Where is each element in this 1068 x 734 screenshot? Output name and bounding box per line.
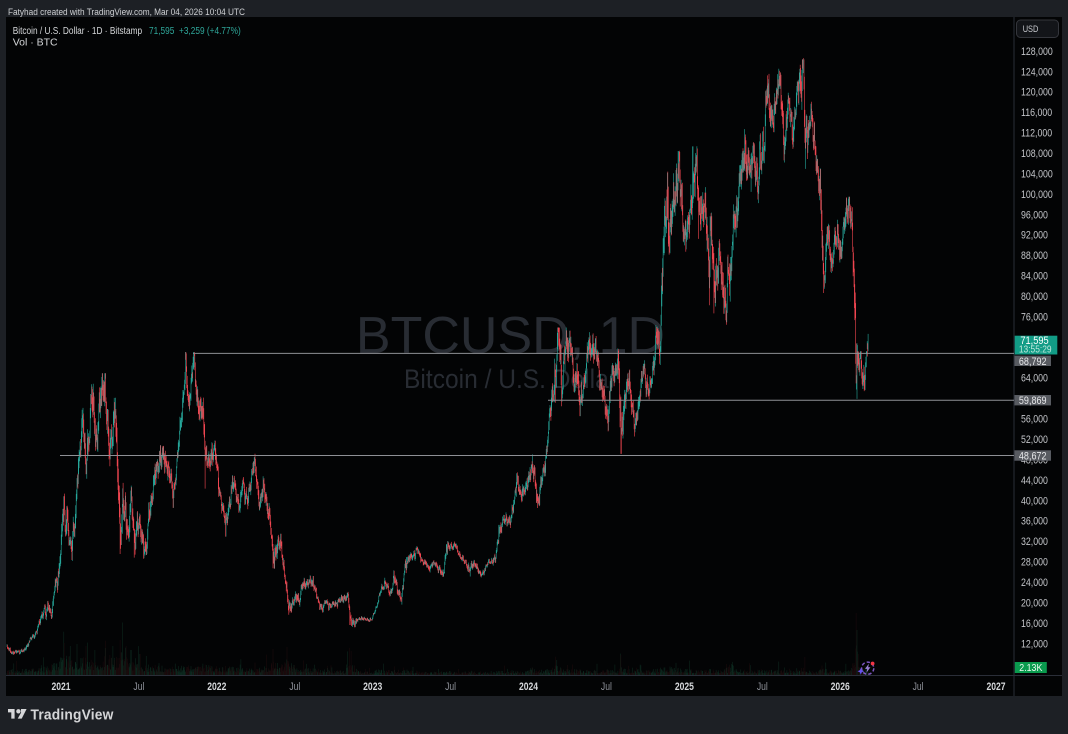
svg-text:2024: 2024 [519, 681, 539, 693]
svg-text:2.13K: 2.13K [1019, 663, 1043, 675]
svg-text:108,000: 108,000 [1021, 148, 1053, 160]
svg-text:56,000: 56,000 [1021, 414, 1048, 426]
svg-text:88,000: 88,000 [1021, 250, 1048, 262]
svg-text:Jul: Jul [289, 681, 300, 693]
svg-text:Jul: Jul [913, 681, 924, 693]
svg-text:71,595: 71,595 [1020, 336, 1049, 348]
svg-text:40,000: 40,000 [1021, 495, 1048, 507]
svg-text:2027: 2027 [986, 681, 1006, 693]
svg-text:96,000: 96,000 [1021, 209, 1048, 221]
svg-text:104,000: 104,000 [1021, 169, 1053, 181]
svg-text:128,000: 128,000 [1021, 46, 1053, 58]
svg-text:124,000: 124,000 [1021, 66, 1053, 78]
svg-text:116,000: 116,000 [1021, 107, 1053, 119]
svg-text:Vol · BTC: Vol · BTC [13, 37, 58, 49]
svg-text:100,000: 100,000 [1021, 189, 1053, 201]
svg-text:112,000: 112,000 [1021, 128, 1053, 140]
svg-text:BTCUSD, 1D: BTCUSD, 1D [356, 307, 665, 365]
svg-text:32,000: 32,000 [1021, 536, 1048, 548]
svg-text:USD: USD [1023, 23, 1039, 34]
svg-text:48,672: 48,672 [1019, 451, 1047, 463]
svg-text:16,000: 16,000 [1021, 618, 1048, 630]
svg-text:Jul: Jul [445, 681, 456, 693]
svg-text:44,000: 44,000 [1021, 475, 1048, 487]
svg-text:Jul: Jul [133, 681, 144, 693]
svg-text:59,869: 59,869 [1019, 395, 1047, 407]
svg-text:80,000: 80,000 [1021, 291, 1048, 303]
svg-text:2021: 2021 [51, 681, 71, 693]
svg-text:24,000: 24,000 [1021, 577, 1048, 589]
svg-text:64,000: 64,000 [1021, 373, 1048, 385]
svg-text:Jul: Jul [757, 681, 768, 693]
svg-text:Fatyhad created with TradingVi: Fatyhad created with TradingView.com, Ma… [8, 6, 246, 17]
svg-text:13:55:29: 13:55:29 [1019, 344, 1052, 355]
svg-text:2026: 2026 [831, 681, 851, 693]
svg-text:Jul: Jul [601, 681, 612, 693]
svg-text:2023: 2023 [363, 681, 383, 693]
svg-text:12,000: 12,000 [1021, 638, 1048, 650]
svg-text:68,792: 68,792 [1019, 356, 1047, 368]
svg-text:120,000: 120,000 [1021, 87, 1053, 99]
svg-text:36,000: 36,000 [1021, 516, 1048, 528]
svg-text:76,000: 76,000 [1021, 312, 1048, 324]
svg-text:2022: 2022 [207, 681, 227, 693]
svg-text:Bitcoin / U.S. Dollar · 1D · B: Bitcoin / U.S. Dollar · 1D · Bitstamp 71… [13, 25, 241, 37]
svg-text:2025: 2025 [675, 681, 695, 693]
svg-text:28,000: 28,000 [1021, 557, 1048, 569]
svg-text:20,000: 20,000 [1021, 598, 1048, 610]
svg-text:TradingView: TradingView [31, 707, 115, 724]
svg-text:84,000: 84,000 [1021, 271, 1048, 283]
svg-text:92,000: 92,000 [1021, 230, 1048, 242]
svg-text:52,000: 52,000 [1021, 434, 1048, 446]
